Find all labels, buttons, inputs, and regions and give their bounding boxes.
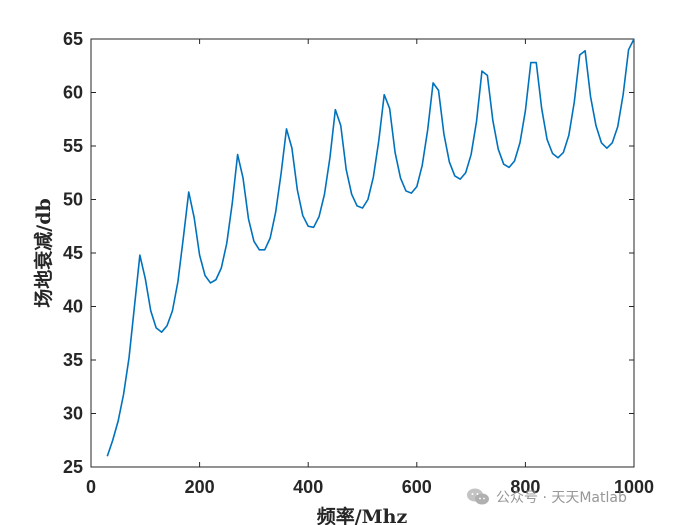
y-tick-label: 60: [63, 83, 83, 103]
x-tick-label: 200: [185, 477, 215, 497]
y-tick-label: 25: [63, 457, 83, 477]
x-axis-label: 频率/Mhz: [317, 505, 408, 525]
watermark-text: 公众号 · 天天Matlab: [496, 490, 627, 506]
x-axis-ticks: 0 200 400 600 800 1000: [86, 39, 654, 497]
plot-area: [90, 38, 635, 468]
y-tick-label: 45: [63, 243, 83, 263]
y-tick-label: 55: [63, 136, 83, 156]
y-axis-label: 场地衰减/db: [32, 198, 55, 308]
series-layer: [106, 38, 635, 457]
x-tick-label: 800: [510, 477, 540, 497]
x-tick-label: 1000: [614, 477, 654, 497]
series-line: [106, 38, 635, 457]
y-tick-label: 65: [63, 29, 83, 49]
x-tick-label: 400: [293, 477, 323, 497]
y-tick-label: 35: [63, 350, 83, 370]
x-tick-label: 0: [86, 477, 96, 497]
y-axis-ticks: 25 30 35 40 45 50 55 60 65: [63, 29, 634, 477]
watermark: 公众号 · 天天Matlab: [466, 486, 627, 508]
y-tick-label: 30: [63, 404, 83, 424]
wechat-icon: [467, 488, 489, 505]
x-tick-label: 600: [402, 477, 432, 497]
y-tick-label: 40: [63, 297, 83, 317]
y-tick-label: 50: [63, 190, 83, 210]
